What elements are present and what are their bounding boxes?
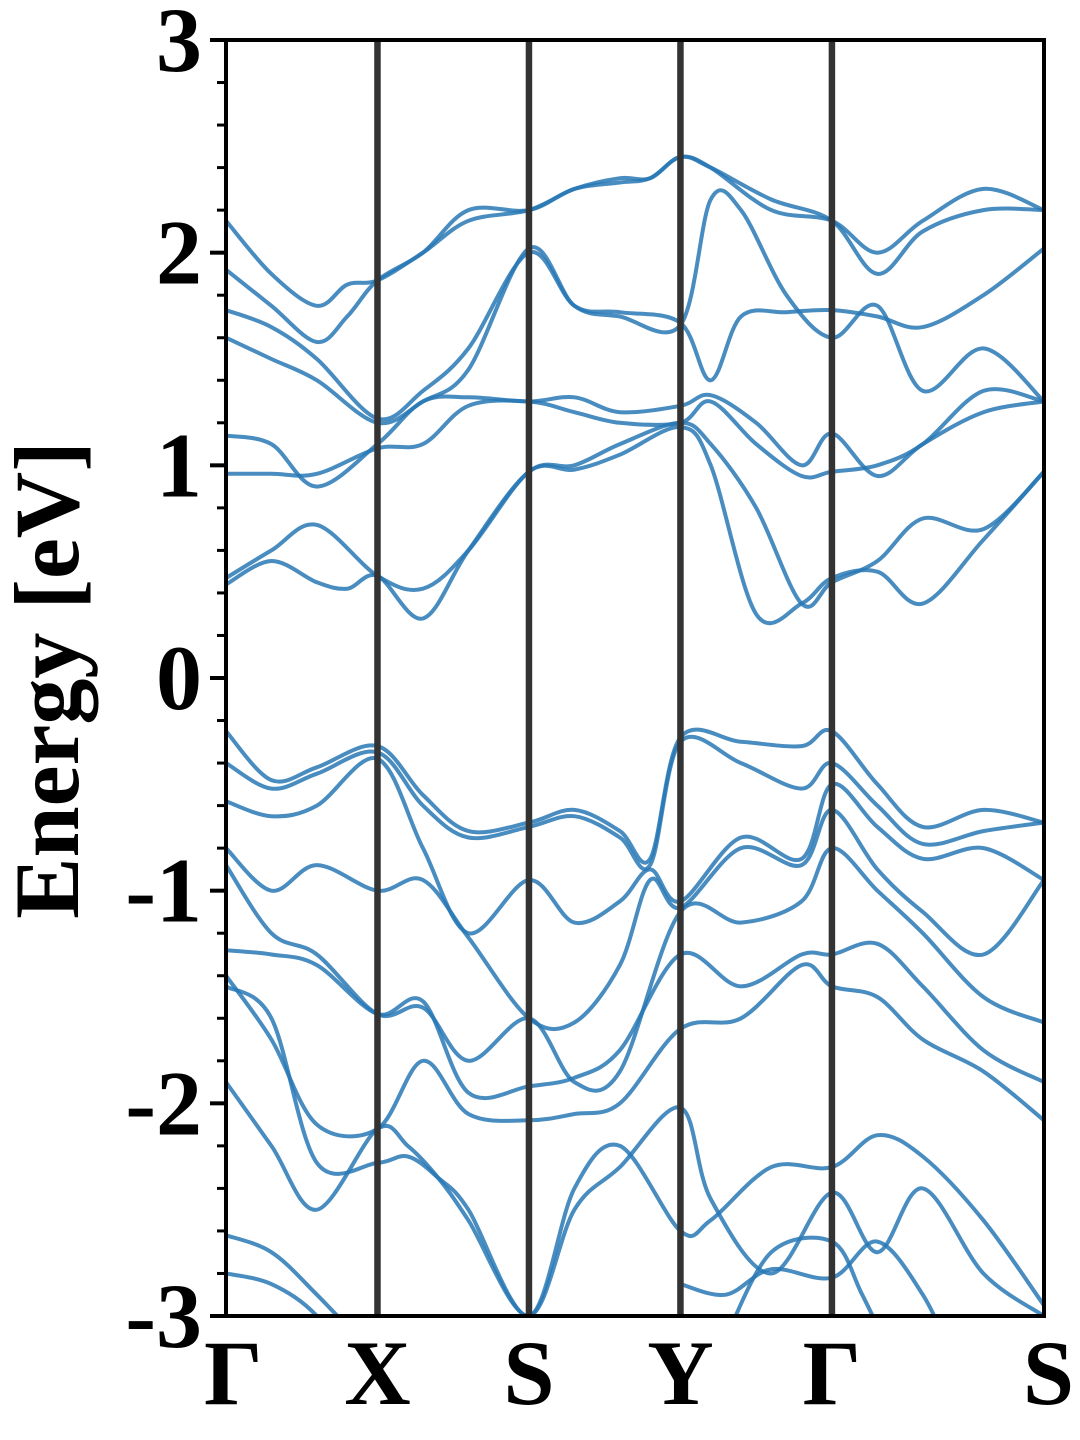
band-line-11 (226, 756, 1044, 936)
band-lines (226, 154, 1044, 1316)
x-tick-label: Γ (204, 1322, 263, 1424)
x-tick-label: S (1023, 1322, 1074, 1424)
y-tick-label: 1 (156, 414, 202, 516)
band-line-6 (226, 387, 1044, 480)
x-tick-label: Y (647, 1322, 713, 1424)
y-tick-label: -3 (125, 1265, 202, 1367)
y-tick-label: 2 (156, 202, 202, 304)
band-line-18 (226, 1233, 341, 1316)
x-tick-label: X (344, 1322, 410, 1424)
band-line-14 (226, 940, 1044, 1100)
y-tick-label: 3 (156, 0, 202, 91)
y-axis-ticks: -3 -2 -1 0 1 2 3 (125, 0, 226, 1367)
band-line-15 (226, 962, 1044, 1139)
band-line-19 (226, 1271, 320, 1316)
band-line-7 (226, 420, 1044, 609)
band-line-8 (226, 425, 1044, 626)
band-line-5 (226, 392, 1044, 489)
high-symmetry-lines (374, 40, 836, 1316)
y-tick-label: -2 (125, 1052, 202, 1154)
band-line-4 (226, 188, 1044, 426)
band-line-16 (226, 984, 1044, 1316)
band-line-2 (226, 154, 1044, 345)
y-axis-label: Energy [eV] (0, 441, 98, 919)
y-tick-label: -1 (125, 840, 202, 942)
band-line-3 (226, 246, 1044, 422)
band-line-1 (226, 154, 1044, 308)
band-line-17 (226, 1080, 1044, 1316)
x-tick-label: Γ (803, 1322, 862, 1424)
y-tick-label: 0 (156, 627, 202, 729)
x-tick-label: S (503, 1322, 554, 1424)
band-line-9 (226, 727, 1044, 865)
